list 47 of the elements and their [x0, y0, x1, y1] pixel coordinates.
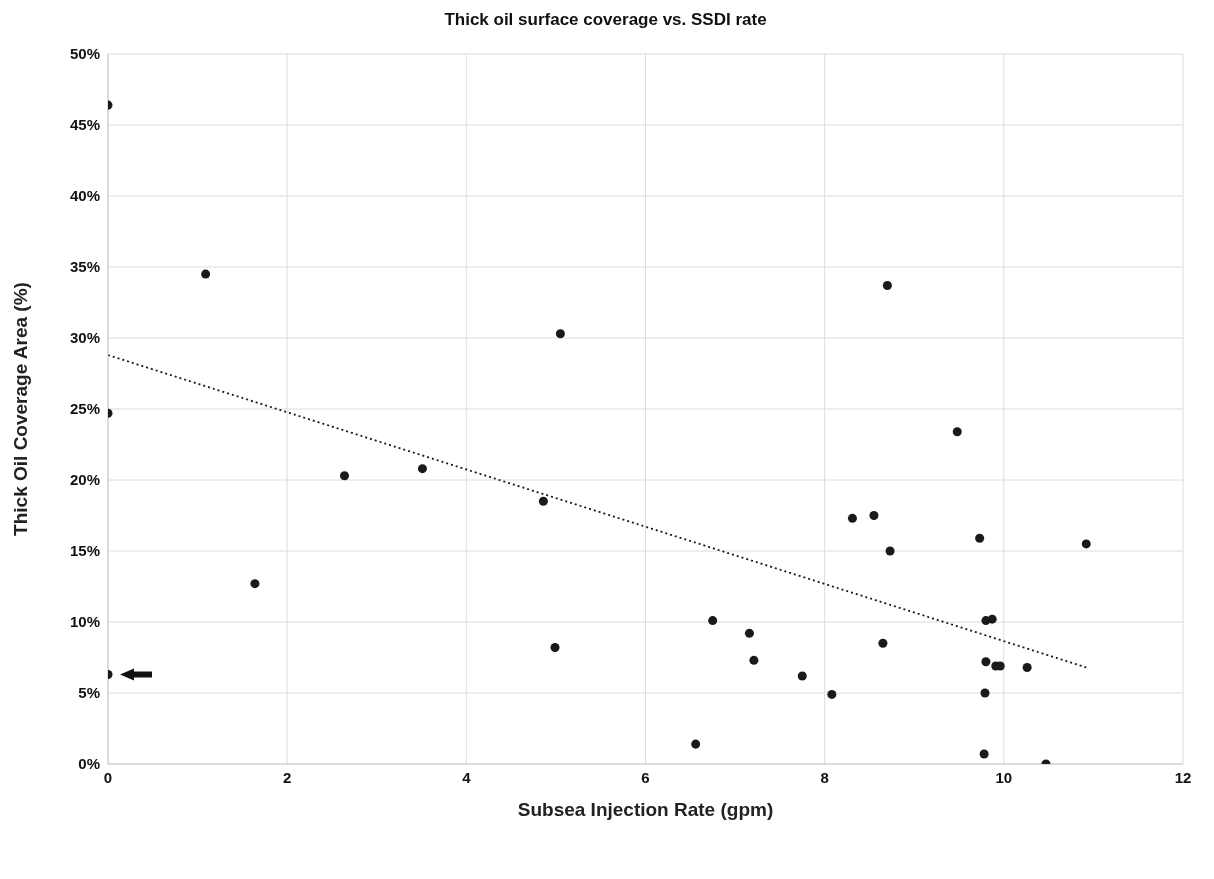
point: [417, 464, 427, 474]
point: [980, 688, 990, 698]
point: [797, 671, 807, 681]
chart-title: Thick oil surface coverage vs. SSDI rate: [443, 10, 768, 30]
point: [878, 638, 888, 648]
point: [827, 689, 837, 699]
point: [538, 496, 548, 506]
y-tick-label: 5%: [78, 684, 100, 702]
x-tick-label: 10: [995, 768, 1013, 786]
point: [1081, 539, 1091, 549]
point: [250, 579, 260, 589]
point: [975, 533, 985, 543]
x-tick-label: 0: [103, 768, 113, 786]
y-tick-label: 25%: [69, 400, 100, 418]
point: [201, 269, 211, 279]
point: [555, 329, 565, 339]
point: [979, 749, 989, 759]
y-tick-label: 35%: [69, 258, 100, 276]
point: [550, 643, 560, 653]
x-axis-title: Subsea Injection Rate (gpm): [517, 799, 774, 820]
x-tick-label: 4: [462, 768, 472, 786]
point: [744, 628, 754, 638]
y-tick-label: 20%: [69, 471, 100, 489]
point: [981, 657, 991, 667]
y-axis-title: Thick Oil Coverage Area (%): [9, 282, 31, 536]
point: [691, 739, 701, 749]
point: [952, 427, 962, 437]
point: [882, 280, 892, 290]
y-tick-label: 10%: [69, 613, 100, 631]
point: [708, 616, 718, 626]
y-tick-label: 0%: [78, 755, 100, 773]
point: [749, 655, 759, 665]
point: [847, 513, 857, 523]
point: [339, 471, 350, 481]
y-tick-label: 50%: [69, 45, 100, 63]
point: [987, 614, 997, 624]
x-tick-label: 8: [820, 768, 829, 786]
x-tick-label: 6: [641, 768, 650, 786]
point: [869, 510, 879, 521]
point: [885, 546, 895, 556]
x-tick-label: 2: [282, 768, 292, 786]
y-tick-label: 30%: [69, 329, 100, 347]
y-tick-label: 40%: [69, 187, 100, 205]
x-tick-label: 12: [1174, 768, 1192, 786]
y-tick-label: 45%: [69, 116, 100, 134]
point: [1022, 662, 1032, 672]
y-tick-label: 15%: [69, 542, 100, 560]
